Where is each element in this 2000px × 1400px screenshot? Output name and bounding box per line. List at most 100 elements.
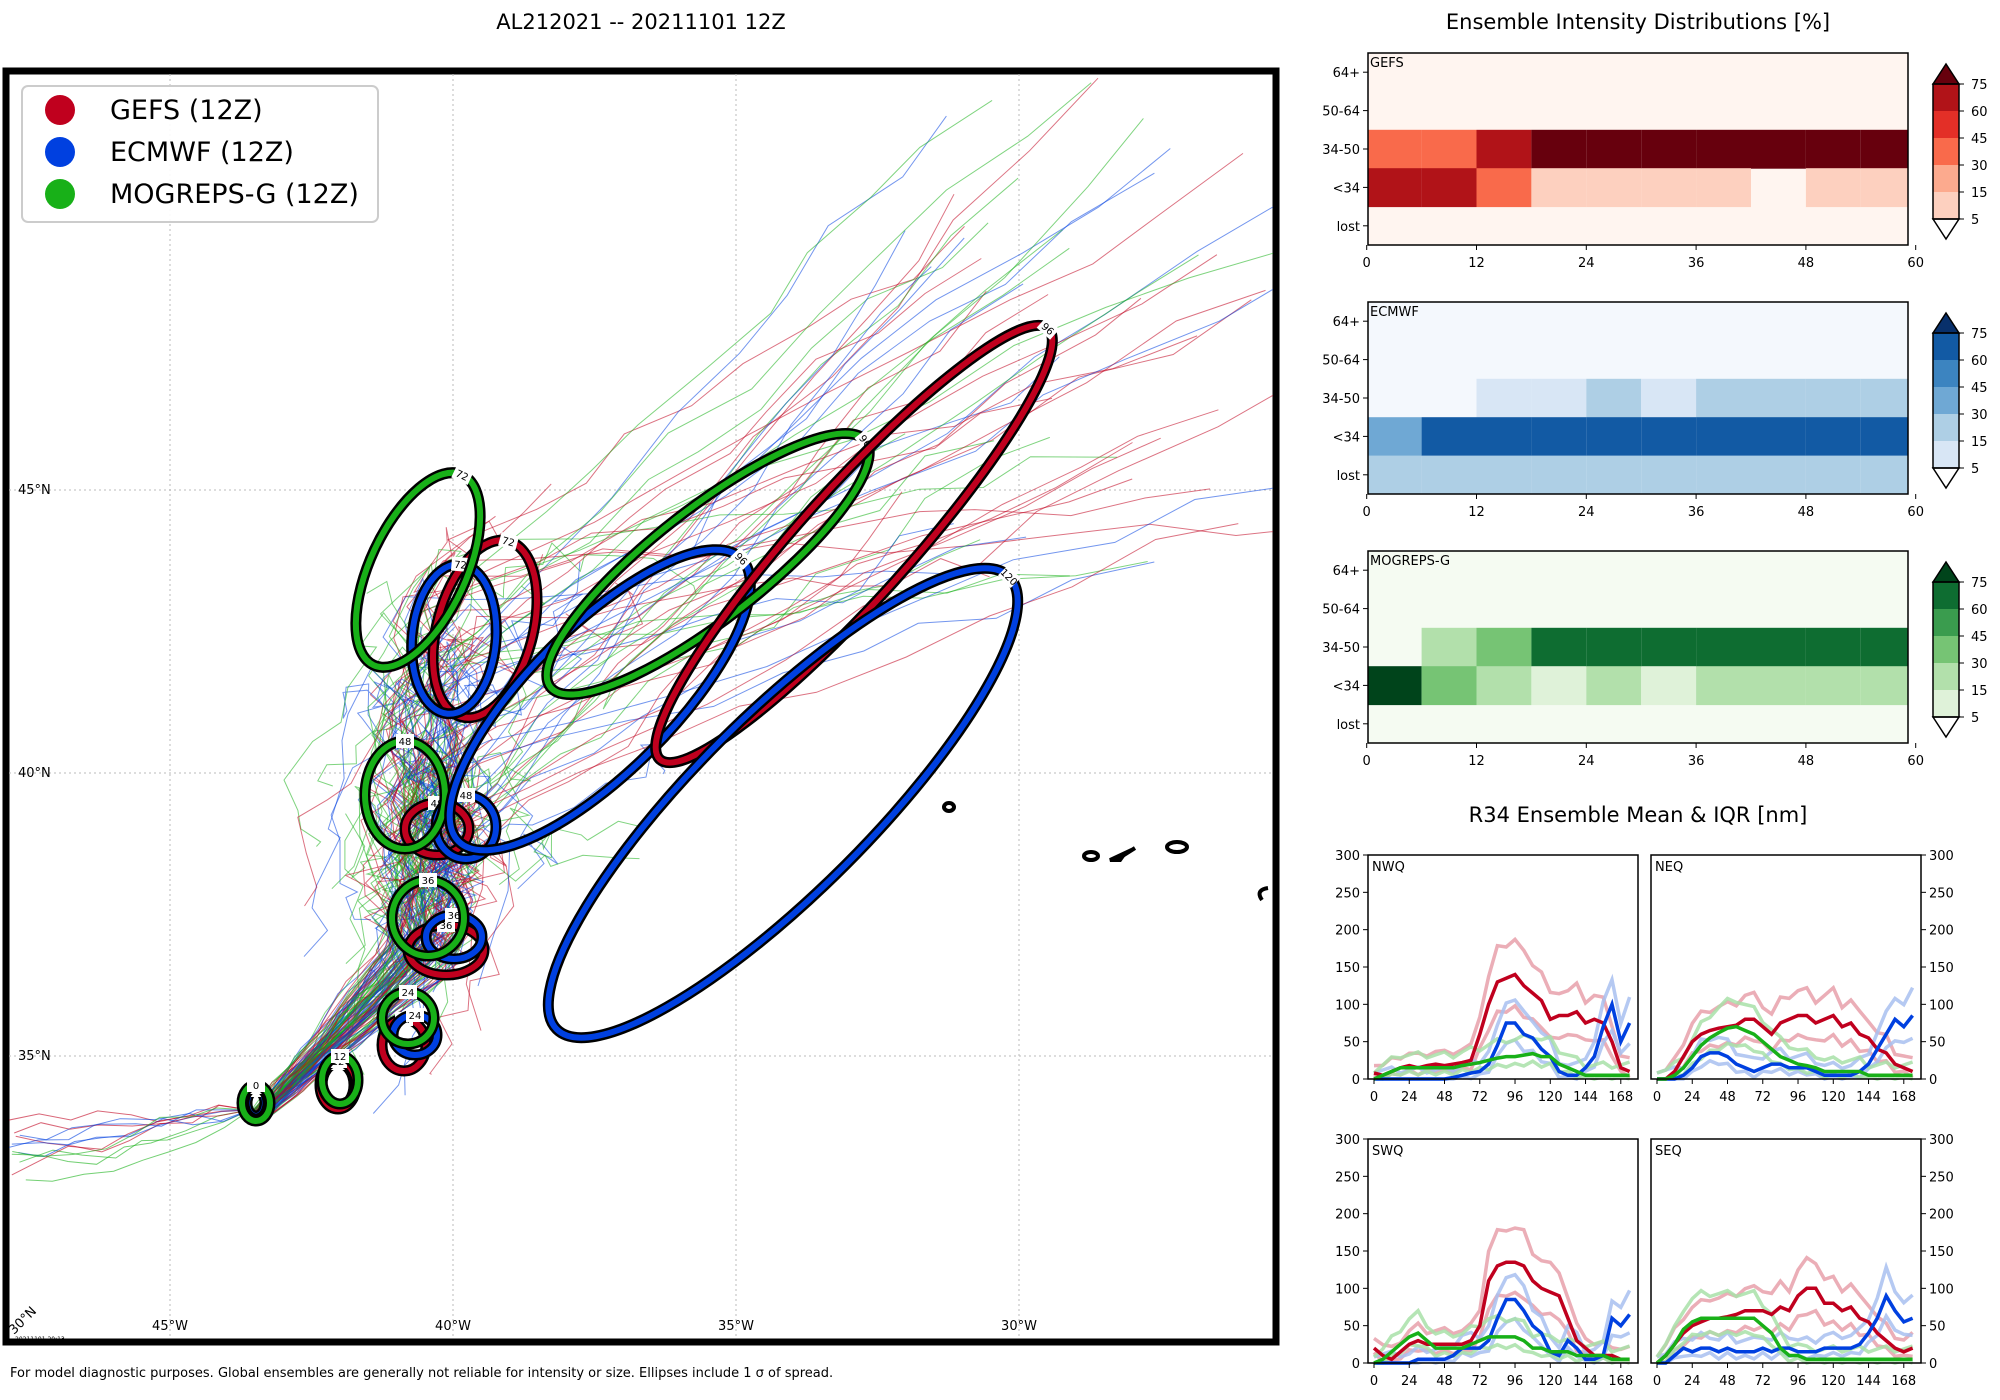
heatmap-cell	[1476, 627, 1532, 667]
heatmap-cell	[1368, 168, 1422, 208]
heatmap-cell	[1476, 378, 1532, 418]
ellipse-label-bg	[730, 547, 753, 570]
colorbar-tick-label: 15	[1971, 186, 1988, 201]
heatmap-row-label: 50-64	[1322, 354, 1360, 369]
ellipse-label-bg	[451, 464, 474, 485]
r34-y-tick-label: 100	[1929, 1282, 1954, 1297]
r34-panel-name: SWQ	[1372, 1144, 1403, 1159]
heatmap-cell	[1586, 417, 1642, 457]
heatmap-cell	[1696, 627, 1751, 667]
heatmap-row-label: lost	[1337, 220, 1360, 235]
r34-x-tick-label: 96	[1790, 1090, 1807, 1105]
colorbar-extend-top	[1931, 560, 1961, 583]
ellipse-label: 36	[440, 921, 453, 932]
ellipse-label-bg	[498, 532, 520, 551]
heatmap-cell	[1860, 627, 1908, 667]
ensemble-track	[262, 647, 461, 1113]
ellipse-label-bg	[247, 1078, 265, 1092]
ellipse-label: 36	[448, 911, 461, 922]
r34-x-tick-label: 168	[1608, 1374, 1633, 1389]
heatmap-cell	[1805, 168, 1861, 208]
colorbar-tick-label: 45	[1971, 132, 1988, 147]
legend-marker-ecmwf	[45, 137, 75, 167]
heatmap-row-label: lost	[1337, 469, 1360, 484]
map-gridlines	[9, 74, 1273, 1339]
r34-x-tick-label: 144	[1573, 1090, 1598, 1105]
r34-iqr-line	[1656, 1308, 1913, 1365]
r34-panel: NEQ 0 24 48 72 96 120 144 168 0 50 100 150 200 250 300	[1650, 849, 1954, 1105]
heatmap-cell	[1586, 129, 1642, 169]
ellipse-label: 0	[253, 1081, 259, 1092]
lat-label: 45°N	[18, 483, 51, 498]
heatmap-cell	[1805, 378, 1861, 418]
legend-label-gefs: GEFS (12Z)	[110, 95, 263, 126]
heatmap-cell	[1476, 417, 1532, 457]
heatmap-row-label: 50-64	[1322, 105, 1360, 120]
r34-y-tick-label: 0	[1929, 1073, 1937, 1088]
heatmap-cell	[1805, 129, 1861, 169]
r34-x-tick-label: 24	[1684, 1374, 1701, 1389]
ensemble-track	[11, 1109, 251, 1165]
ellipse-label: 12	[334, 1052, 347, 1063]
heatmap-cell	[1751, 129, 1806, 169]
colorbar-tick-label: 15	[1971, 435, 1988, 450]
colorbar-tick-label: 60	[1971, 603, 1988, 618]
r34-x-tick-label: 0	[1370, 1090, 1378, 1105]
r34-y-tick-label: 200	[1335, 1208, 1360, 1223]
heatmap-cell	[1805, 455, 1861, 495]
legend-marker-gefs	[45, 95, 75, 125]
heatmap-x-tick-label: 60	[1907, 754, 1924, 769]
heatmap-x-tick-label: 12	[1468, 754, 1485, 769]
r34-y-tick-label: 300	[1929, 1133, 1954, 1148]
heatmap-cell	[1476, 129, 1532, 169]
ensemble-track	[250, 673, 434, 1120]
ellipse-label-bg	[997, 565, 1021, 589]
r34-iqr-line	[1656, 986, 1915, 1075]
heatmap-cell	[1860, 378, 1908, 418]
heatmap-row-label: 34-50	[1322, 143, 1360, 158]
ellipse-label: 48	[399, 737, 412, 748]
lat-label: 35°N	[18, 1049, 51, 1064]
heatmap-cell	[1641, 455, 1697, 495]
r34-y-tick-label: 0	[1929, 1357, 1937, 1372]
r34-iqr-line	[1657, 1312, 1913, 1365]
r34-panel-name: SEQ	[1655, 1144, 1682, 1159]
colorbar-extend-top	[1931, 311, 1961, 334]
ellipse-label: 36	[422, 876, 435, 887]
ensemble-track	[9, 1104, 251, 1123]
heatmap-cell	[1368, 666, 1422, 706]
heatmap-cell	[1751, 455, 1806, 495]
heatmap-cell	[1641, 627, 1697, 667]
ensemble-track	[252, 674, 431, 1112]
colorbar-tick-label: 75	[1971, 78, 1988, 93]
colorbar-frame	[1932, 83, 1960, 220]
heatmap-cell	[1805, 666, 1861, 706]
heatmap-row-label: <34	[1333, 181, 1360, 196]
r34-x-tick-label: 144	[1856, 1374, 1881, 1389]
r34-mean-line	[1657, 1024, 1913, 1081]
r34-panel: SEQ 0 24 48 72 96 120 144 168 0 50 100 150 200 250 300	[1650, 1133, 1954, 1389]
ensemble-track	[263, 576, 450, 1117]
heatmap-cell	[1696, 168, 1751, 208]
r34-y-tick-label: 300	[1335, 1133, 1360, 1148]
ensemble-track	[14, 1109, 251, 1134]
r34-y-tick-label: 250	[1335, 886, 1360, 901]
colorbar-tick-label: 45	[1971, 630, 1988, 645]
heatmap-cell	[1805, 627, 1861, 667]
ensemble-track	[19, 1109, 251, 1163]
ellipse-48h: 48	[359, 734, 451, 855]
ellipse-label-bg	[1036, 317, 1060, 340]
ellipse-12h: 12	[316, 1049, 364, 1110]
r34-iqr-line	[1372, 1226, 1631, 1352]
colorbar-tick-label: 30	[1971, 159, 1988, 174]
r34-y-tick-label: 150	[1335, 1245, 1360, 1260]
r34-x-tick-label: 0	[1653, 1090, 1661, 1105]
r34-y-tick-label: 200	[1929, 1208, 1954, 1223]
r34-y-tick-label: 0	[1352, 1357, 1360, 1372]
ellipse-0h: 0	[236, 1078, 276, 1127]
lon-label: 35°W	[718, 1319, 754, 1334]
heatmap-cell	[1805, 417, 1861, 457]
r34-mean-line	[1373, 1331, 1630, 1365]
heatmap-cell	[1421, 129, 1477, 169]
